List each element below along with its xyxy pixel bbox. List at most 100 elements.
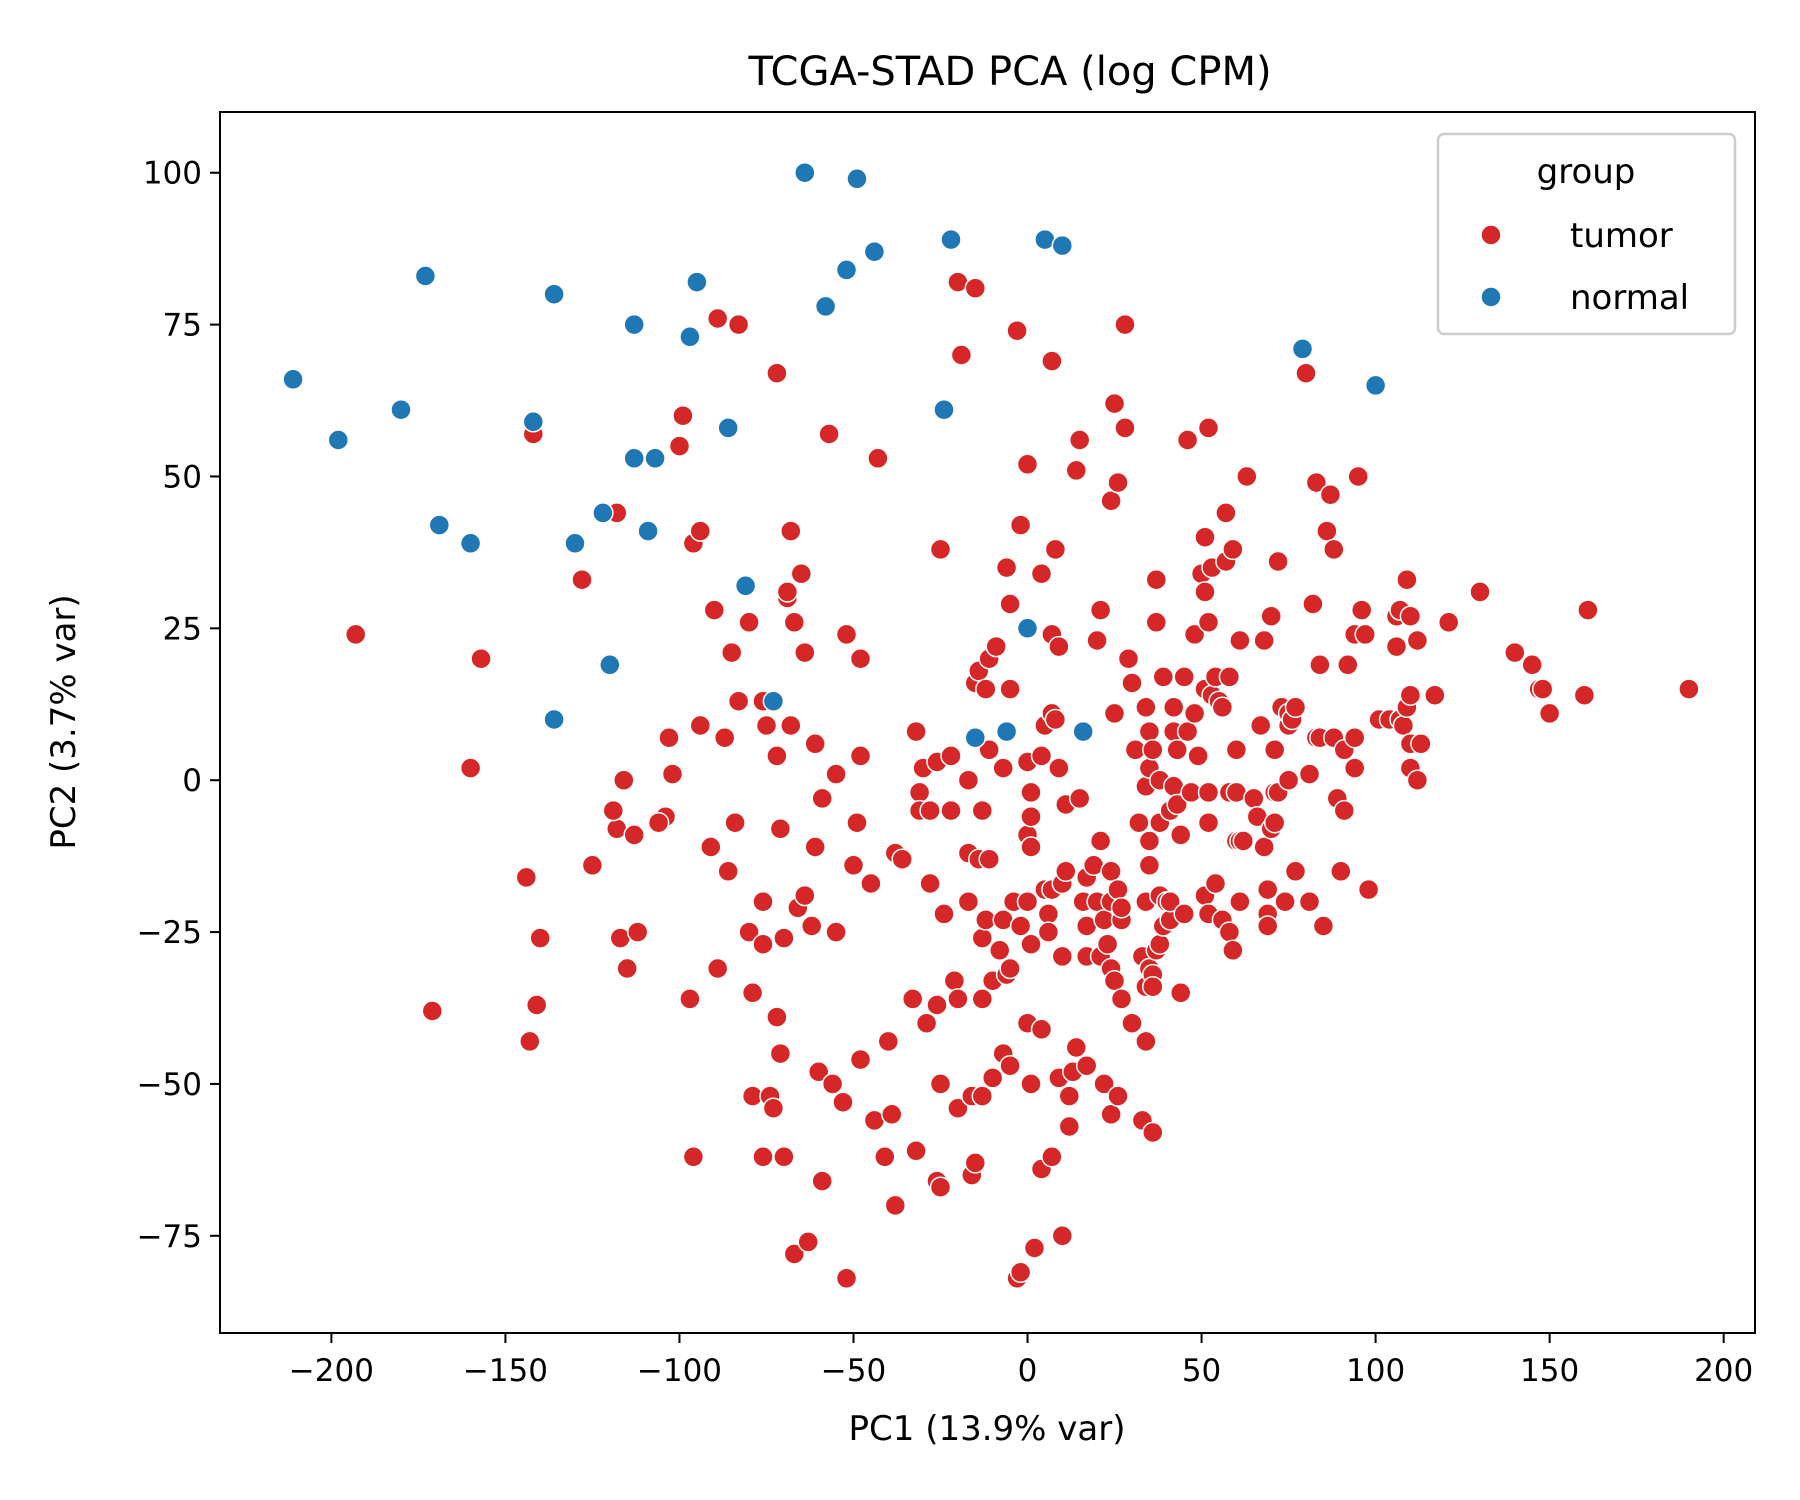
normal-point [543,708,565,731]
tumor-point [766,1006,788,1028]
tumor-point [738,921,760,943]
tumor-point [769,818,792,840]
tumor-point [1197,611,1220,634]
normal-point [599,654,621,676]
legend: group tumor normal [1436,132,1737,336]
normal-point [814,295,837,318]
tumor-point [1020,781,1042,804]
tumor-point [1295,362,1317,384]
tumor-point [1135,1030,1157,1053]
tumor-point [515,866,538,889]
tumor-point [807,1061,830,1083]
tumor-point [1176,429,1199,451]
tumor-point [647,811,670,834]
tumor-point [1298,763,1321,785]
tumor-point [821,1073,844,1095]
tumor-point [1173,903,1195,925]
normal-point [762,690,785,712]
tumor-point [668,435,691,457]
tumor-point [727,313,750,336]
tumor-point [985,635,1007,658]
tumor-point [1159,890,1181,913]
tumor-point [1110,897,1133,919]
tumor-point [780,714,802,737]
tumor-point [1068,429,1091,451]
tumor-point [1298,890,1321,913]
tumor-point [981,1067,1004,1089]
tumor-point [1302,593,1324,615]
tumor-point [1149,933,1171,955]
tumor-point [971,927,994,949]
tumor-point [1284,860,1307,883]
tumor-point [1128,811,1150,834]
tumor-point [1173,666,1195,688]
tumor-point [940,745,962,767]
tumor-point [706,957,729,980]
tumor-point [999,678,1021,700]
tumor-point [1183,702,1206,725]
tumor-point [1267,550,1289,573]
tumor-point [752,890,774,913]
tumor-point [849,1048,872,1071]
tumor-point [929,1176,952,1198]
tumor-point [1211,696,1234,719]
normal-point [414,265,437,287]
tumor-point [1107,878,1129,901]
legend-label-normal: normal [1570,278,1689,318]
normal-point [863,240,886,263]
x-axis-label: PC1 (13.9% var) [849,1409,1126,1449]
tumor-point [717,860,739,883]
tumor-point [1107,471,1129,494]
normal-point [1016,617,1039,640]
tumor-point [1110,988,1133,1010]
tumor-point [929,538,952,561]
tumor-point [1406,629,1429,652]
tumor-point [1100,490,1122,512]
tumor-point [773,927,795,949]
tumor-point [1256,878,1279,901]
normal-point [623,313,645,336]
tumor-point [964,1152,987,1174]
tumor-point [919,872,941,895]
tumor-point [1260,605,1282,627]
tumor-point [1187,745,1209,767]
tumor-point [794,641,816,664]
tumor-point [1309,654,1331,676]
tumor-point [720,641,743,664]
tumor-point [1312,915,1335,937]
normal-point [592,502,614,524]
tumor-point [1183,623,1206,646]
tumor-point [1521,654,1543,676]
tumor-point [1577,599,1599,621]
tumor-point [1016,453,1039,476]
tumor-point [891,848,913,870]
tumor-point [1323,538,1345,561]
tumor-point [529,927,551,949]
tumor-point [1142,1121,1164,1144]
legend-title: group [1537,152,1636,192]
tumor-point [703,599,726,621]
tumor-point [1006,319,1028,342]
tumor-point [1117,647,1140,670]
tumor-point [1065,1036,1088,1059]
tumor-point [602,799,625,822]
normal-point [522,411,545,433]
tumor-point [773,1146,795,1168]
tumor-point [1263,811,1286,834]
tumor-point [901,988,924,1010]
tumor-point [1138,720,1161,743]
x-tick-label: −150 [463,1353,548,1389]
normal-point [1364,374,1387,397]
x-tick-label: −100 [637,1353,722,1389]
tumor-point [1166,739,1188,761]
normal-point [282,368,304,391]
legend-marker-normal [1480,286,1502,308]
tumor-point [1096,933,1119,955]
tumor-point [905,720,927,743]
legend-marker-tumor [1480,224,1502,246]
tumor-point [1406,769,1429,791]
tumor-point [1107,1085,1129,1107]
tumor-point [971,988,994,1010]
tumor-point [1152,666,1175,688]
